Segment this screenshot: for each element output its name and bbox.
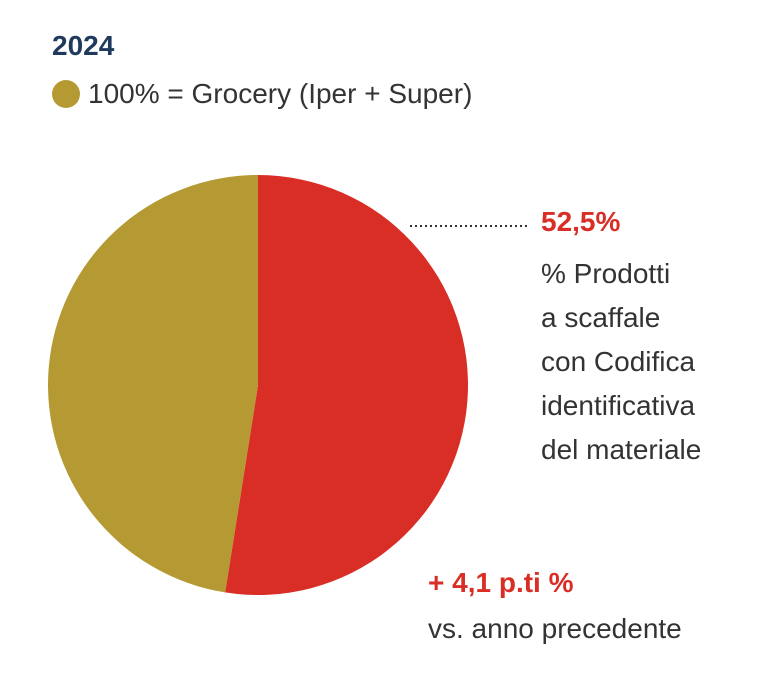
slice-description-line: del materiale [541, 434, 702, 465]
legend: 100% = Grocery (Iper + Super) [52, 78, 472, 110]
change-caption: vs. anno precedente [428, 613, 682, 644]
change-value: + 4,1 p.ti % [428, 567, 574, 598]
slice-value-label: 52,5% [541, 206, 621, 237]
legend-swatch [52, 80, 80, 108]
pie-slices [47, 175, 468, 595]
slice-description-line: con Codifica [541, 346, 696, 377]
slice-description: % Prodotti a scaffale con Codifica ident… [541, 252, 771, 472]
pie-slice-1 [47, 175, 258, 593]
pie-slice-0 [225, 175, 468, 595]
legend-label: 100% = Grocery (Iper + Super) [88, 78, 473, 109]
slice-description-line: identificativa [541, 390, 696, 421]
slice-description-line: a scaffale [541, 302, 661, 333]
slice-description-line: % Prodotti [541, 258, 671, 289]
chart-year-title: 2024 [52, 30, 115, 61]
